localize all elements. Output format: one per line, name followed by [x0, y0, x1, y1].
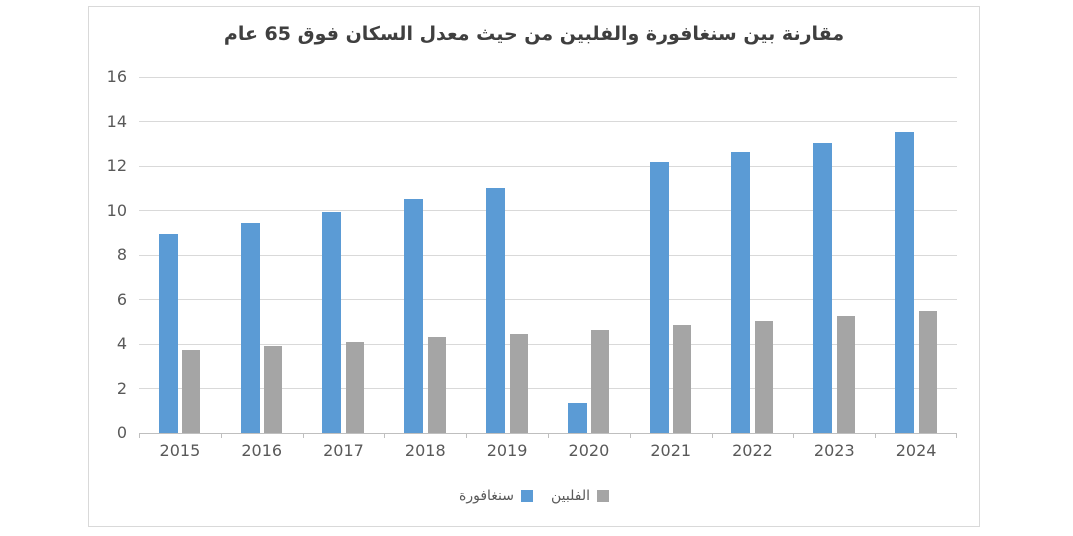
x-axis-label: 2017: [323, 441, 364, 460]
bar-group-2019: [466, 77, 548, 433]
bar-group-2020: [548, 77, 630, 433]
gridline: [139, 165, 957, 167]
bar-group-2018: [384, 77, 466, 433]
x-axis-tick: [548, 433, 549, 438]
legend-label-singapore: سنغافورة: [459, 488, 514, 504]
legend-swatch-philippines: [596, 490, 609, 502]
bar-singapore-2023: [813, 143, 833, 433]
legend-item-singapore: سنغافورة: [459, 488, 533, 504]
y-axis-label: 14: [106, 111, 127, 131]
bar-group-2022: [712, 77, 794, 433]
x-axis-tick: [630, 433, 631, 438]
x-axis-label: 2015: [159, 441, 201, 460]
legend-item-philippines: الفلبين: [551, 488, 609, 504]
bar-group-2023: [793, 77, 875, 433]
x-axis-tick: [793, 433, 794, 438]
legend-label-philippines: الفلبين: [551, 488, 590, 504]
bar-philippines-2021: [673, 325, 692, 433]
bar-philippines-2022: [754, 321, 773, 433]
bar-singapore-2018: [404, 199, 424, 433]
bar-philippines-2015: [182, 350, 201, 433]
bar-singapore-2015: [158, 234, 178, 433]
bar-philippines-2024: [918, 311, 937, 433]
x-axis-tick: [875, 433, 876, 438]
y-axis-label: 0: [116, 423, 127, 442]
x-axis-label: 2021: [650, 441, 692, 460]
bar-singapore-2021: [649, 162, 669, 433]
bar-group-2017: [303, 77, 385, 433]
legend: سنغافورة الفلبين: [89, 488, 979, 504]
bar-philippines-2023: [836, 316, 855, 433]
bar-singapore-2024: [895, 132, 915, 433]
y-axis-label: 10: [106, 200, 127, 220]
bar-group-2016: [221, 77, 303, 433]
x-axis-label: 2023: [813, 441, 855, 460]
bar-group-2021: [630, 77, 712, 433]
x-axis-tick: [712, 433, 713, 438]
x-axis-tick: [303, 433, 304, 438]
x-axis-label: 2022: [732, 441, 773, 460]
bar-group-2024: [875, 77, 957, 433]
x-axis-label: 2016: [241, 441, 283, 460]
y-axis-label: 16: [106, 67, 127, 86]
chart-area[interactable]: مقارنة بين سنغافورة والفلبين من حيث معدل…: [88, 6, 980, 527]
bar-singapore-2017: [322, 212, 342, 433]
bar-philippines-2016: [264, 346, 283, 433]
gridline: [139, 76, 957, 78]
bar-group-2015: [139, 77, 221, 433]
gridline: [139, 254, 957, 256]
x-axis-tick: [221, 433, 222, 438]
bar-singapore-2019: [486, 188, 506, 433]
x-axis-tick: [466, 433, 467, 438]
y-axis-label: 4: [116, 334, 127, 353]
legend-swatch-singapore: [521, 490, 533, 502]
plot-area: 0 2 4 6 8 10 12 14 16 2015 2016 2017 2018 2019 2020 202…: [107, 69, 957, 460]
bar-singapore-2020: [567, 403, 587, 433]
x-axis-tick: [956, 433, 957, 438]
x-axis-label: 2024: [895, 441, 937, 460]
bar-philippines-2019: [509, 334, 528, 433]
bar-philippines-2017: [345, 342, 364, 433]
x-axis-label: 2020: [568, 441, 610, 460]
x-axis-tick: [139, 433, 140, 438]
gridline: [139, 343, 957, 345]
x-axis-label: 2018: [404, 441, 446, 460]
y-axis-label: 12: [106, 156, 127, 175]
y-axis-label: 2: [116, 378, 127, 398]
gridline: [139, 210, 957, 211]
gridline: [139, 121, 957, 122]
bar-singapore-2016: [240, 223, 260, 433]
chart-title: مقارنة بين سنغافورة والفلبين من حيث معدل…: [223, 23, 845, 45]
gridline: [139, 388, 957, 389]
bar-philippines-2018: [427, 337, 446, 433]
x-axis-tick: [384, 433, 385, 438]
x-axis-label: 2019: [486, 441, 528, 460]
bar-philippines-2020: [591, 330, 610, 433]
y-axis-label: 8: [116, 245, 127, 264]
y-axis-label: 6: [116, 289, 127, 309]
gridline: [139, 299, 957, 300]
bar-singapore-2022: [731, 152, 751, 433]
